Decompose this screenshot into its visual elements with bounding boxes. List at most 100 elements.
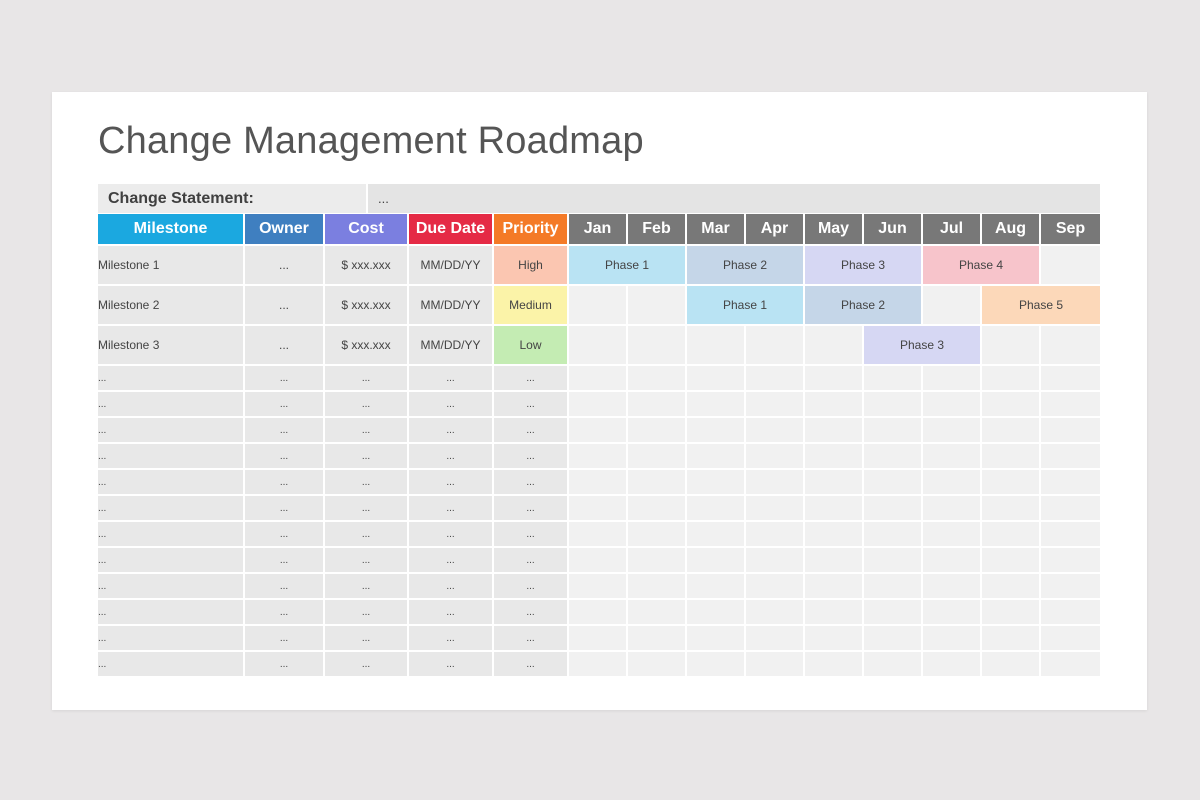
- month-cell: [569, 652, 628, 678]
- month-cell: [982, 444, 1041, 470]
- month-cell: [864, 366, 923, 392]
- priority-cell: Medium: [494, 286, 569, 326]
- month-cell: [864, 626, 923, 652]
- month-cell: [687, 326, 746, 366]
- month-cell: [805, 522, 864, 548]
- phase-bar: Phase 3: [805, 246, 923, 286]
- milestone-cell: ...: [98, 574, 245, 600]
- month-cell: [746, 326, 805, 366]
- header-month-sep: Sep: [1041, 214, 1100, 246]
- phase-bar: Phase 4: [923, 246, 1041, 286]
- milestone-row: Milestone 3... $ xxx.xxx MM/DD/YY Low Phase …: [98, 326, 1100, 366]
- month-cell: [628, 392, 687, 418]
- owner-cell: ...: [245, 470, 325, 496]
- month-cell: [805, 470, 864, 496]
- due-date-cell: ...: [409, 496, 494, 522]
- month-cell: [746, 496, 805, 522]
- header-due-date: Due Date: [409, 214, 494, 246]
- month-cell: [569, 600, 628, 626]
- due-date-cell: ...: [409, 418, 494, 444]
- month-cell: [923, 366, 982, 392]
- phase-bar: Phase 3: [864, 326, 982, 366]
- month-cell: [687, 418, 746, 444]
- cost-cell: ...: [325, 522, 409, 548]
- month-cell: [1041, 496, 1100, 522]
- cost-cell: ...: [325, 392, 409, 418]
- month-cell: [1041, 366, 1100, 392]
- owner-cell: ...: [245, 652, 325, 678]
- month-cell: [805, 392, 864, 418]
- due-date-cell: ...: [409, 444, 494, 470]
- month-cell: [628, 574, 687, 600]
- header-month-may: May: [805, 214, 864, 246]
- month-cell: [805, 496, 864, 522]
- due-date-cell: ...: [409, 652, 494, 678]
- month-cell: [687, 574, 746, 600]
- month-cell: [687, 626, 746, 652]
- month-cell: [569, 366, 628, 392]
- milestone-row: Milestone 2... $ xxx.xxx MM/DD/YY Medium Pha…: [98, 286, 1100, 326]
- slide: Change Management Roadmap Change Stateme…: [52, 92, 1147, 710]
- placeholder-row: ...............: [98, 418, 1100, 444]
- month-cell: [687, 496, 746, 522]
- month-cell: [982, 418, 1041, 444]
- milestone-name: Milestone 3: [98, 326, 245, 366]
- month-cell: [1041, 626, 1100, 652]
- month-cell: [1041, 548, 1100, 574]
- placeholder-row: ...............: [98, 600, 1100, 626]
- milestone-cell: ...: [98, 418, 245, 444]
- roadmap-body: Milestone 1... $ xxx.xxx MM/DD/YY High Phase…: [98, 246, 1100, 678]
- month-cell: [1041, 418, 1100, 444]
- month-cell: [805, 418, 864, 444]
- month-cell: [628, 444, 687, 470]
- owner-cell: ...: [245, 286, 325, 326]
- cost-cell: ...: [325, 574, 409, 600]
- header-month-mar: Mar: [687, 214, 746, 246]
- milestone-name: Milestone 2: [98, 286, 245, 326]
- milestone-cell: ...: [98, 600, 245, 626]
- month-cell: [687, 522, 746, 548]
- owner-cell: ...: [245, 366, 325, 392]
- priority-cell: ...: [494, 470, 569, 496]
- month-cell: [746, 548, 805, 574]
- cost-cell: ...: [325, 600, 409, 626]
- phase-bar: Phase 5: [982, 286, 1100, 326]
- month-cell: [923, 444, 982, 470]
- due-date-cell: ...: [409, 392, 494, 418]
- month-cell: [628, 366, 687, 392]
- month-cell: [746, 522, 805, 548]
- due-date-cell: ...: [409, 600, 494, 626]
- placeholder-row: ...............: [98, 392, 1100, 418]
- month-cell: [982, 600, 1041, 626]
- owner-cell: ...: [245, 496, 325, 522]
- month-cell: [687, 366, 746, 392]
- cost-cell: ...: [325, 496, 409, 522]
- month-cell: [982, 574, 1041, 600]
- cost-cell: ...: [325, 444, 409, 470]
- month-cell: [982, 470, 1041, 496]
- change-statement-value: ...: [368, 184, 1100, 213]
- placeholder-row: ...............: [98, 652, 1100, 678]
- month-cell: [864, 496, 923, 522]
- header-milestone: Milestone: [98, 214, 245, 246]
- month-cell: [1041, 652, 1100, 678]
- month-cell: [687, 600, 746, 626]
- month-cell: [982, 652, 1041, 678]
- phase-bar: Phase 1: [569, 246, 687, 286]
- month-cell: [569, 522, 628, 548]
- month-cell: [982, 522, 1041, 548]
- month-cell: [923, 600, 982, 626]
- header-month-jan: Jan: [569, 214, 628, 246]
- month-cell: [569, 574, 628, 600]
- month-cell: [569, 470, 628, 496]
- month-cell: [746, 626, 805, 652]
- priority-cell: ...: [494, 418, 569, 444]
- priority-cell: ...: [494, 574, 569, 600]
- month-cell: [982, 326, 1041, 366]
- month-cell: [864, 574, 923, 600]
- month-cell: [628, 470, 687, 496]
- month-cell: [746, 366, 805, 392]
- month-cell: [923, 418, 982, 444]
- change-statement-label: Change Statement:: [98, 184, 366, 213]
- month-cell: [923, 392, 982, 418]
